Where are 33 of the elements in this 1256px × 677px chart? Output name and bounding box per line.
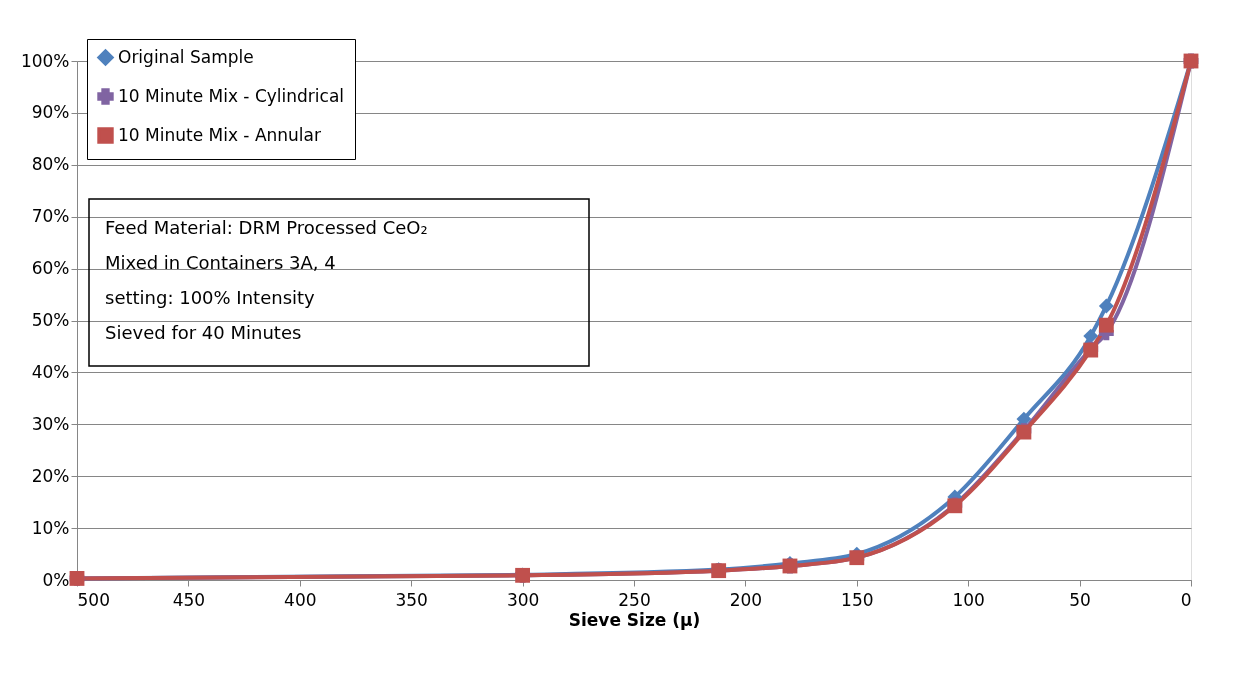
x-tick-label: 350 <box>395 589 428 610</box>
x-tick-label: 200 <box>729 589 763 610</box>
legend-label: 10 Minute Mix - Annular <box>118 124 321 145</box>
x-tick-label: 450 <box>172 589 206 610</box>
x-tick-label: 100 <box>952 589 985 610</box>
x-tick-label: 250 <box>618 589 651 610</box>
annotation: Sieved for 40 Minutes <box>105 322 302 343</box>
annotation: setting: 100% Intensity <box>105 287 316 308</box>
point <box>1083 328 1099 344</box>
y-tick-label: 70% <box>31 206 70 227</box>
y-tick-label: 20% <box>31 465 70 486</box>
y-tick-label: 100% <box>20 50 70 71</box>
y-tick-label: 60% <box>31 258 70 279</box>
legend-label: Original Sample <box>118 46 254 67</box>
legend-label: 10 Minute Mix - Cylindrical <box>118 85 345 106</box>
x-tick-label: 150 <box>841 589 874 610</box>
y-tick-label: 10% <box>31 517 70 538</box>
x-tick-label: 500 <box>77 589 110 610</box>
y-tick-label: 30% <box>31 413 70 434</box>
point <box>1098 298 1114 314</box>
y-tick-label: 0% <box>42 569 70 590</box>
x-tick-label: 400 <box>284 589 317 610</box>
annotation: Feed Material: DRM Processed CeO₂ <box>105 217 428 238</box>
y-tick-label: 80% <box>31 154 70 175</box>
y-tick-label: 40% <box>31 361 70 382</box>
y-tick-label: 90% <box>31 102 70 123</box>
y-tick-label: 50% <box>31 310 70 330</box>
x-tick-label: 0 <box>1180 589 1192 610</box>
x-axis-title: Sieve Size (μ) <box>568 609 701 630</box>
x-tick-label: 50 <box>1069 589 1091 610</box>
point <box>1098 317 1114 333</box>
annotation: Mixed in Containers 3A, 4 <box>105 252 336 273</box>
x-tick-label: 300 <box>506 589 540 610</box>
